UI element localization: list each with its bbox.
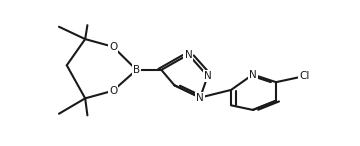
Text: O: O [109, 42, 117, 52]
Text: B: B [133, 65, 140, 75]
Text: N: N [185, 49, 192, 60]
Text: N: N [204, 71, 212, 81]
Text: N: N [196, 93, 204, 102]
Text: Cl: Cl [299, 71, 310, 81]
Text: O: O [109, 86, 117, 96]
Text: N: N [249, 69, 257, 80]
